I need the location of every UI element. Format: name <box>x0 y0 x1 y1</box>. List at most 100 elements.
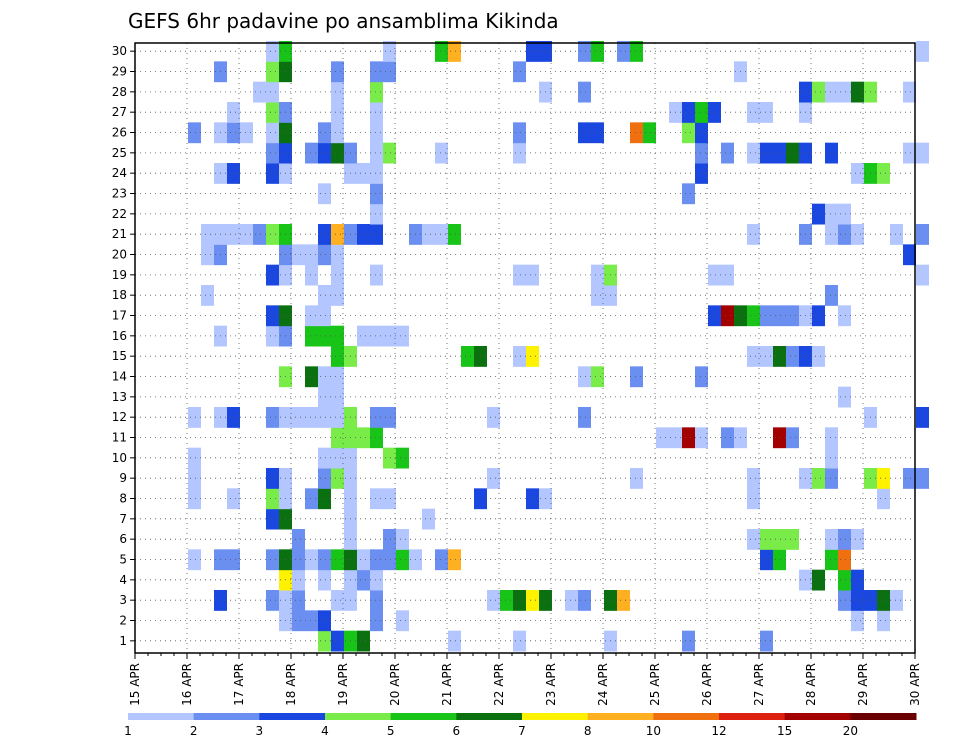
precip-cell <box>487 468 500 489</box>
precip-cell <box>383 529 396 550</box>
colorbar-label: 7 <box>518 724 526 738</box>
precip-cell <box>318 549 331 571</box>
precip-cell <box>903 468 916 489</box>
y-tick-label: 5 <box>119 553 127 567</box>
precip-cell <box>396 447 409 469</box>
precip-cell <box>877 468 890 489</box>
y-tick-label: 20 <box>112 248 127 262</box>
y-tick-label: 4 <box>119 573 127 587</box>
precip-cell <box>188 549 201 571</box>
precip-cell <box>786 346 799 367</box>
y-tick-label: 22 <box>112 207 127 221</box>
precip-cell <box>773 305 786 327</box>
precip-cell <box>188 122 201 144</box>
precip-cell <box>331 81 344 103</box>
precip-cell <box>747 529 760 550</box>
precip-cell <box>877 590 890 611</box>
precip-cell <box>266 468 279 489</box>
precip-cell <box>825 142 838 164</box>
precip-cell <box>305 610 318 632</box>
precip-cell <box>422 508 435 530</box>
x-tick-label: 16 APR <box>180 663 194 706</box>
precip-cell <box>760 630 773 652</box>
colorbar-swatch <box>653 713 720 720</box>
precip-cell <box>292 529 305 550</box>
precip-cell <box>331 427 344 449</box>
precip-cell <box>448 549 461 571</box>
precip-cell <box>916 468 929 489</box>
x-tick-label: 29 APR <box>856 663 870 706</box>
precip-cell <box>448 41 461 62</box>
precip-cell <box>318 468 331 489</box>
precip-cell <box>318 183 331 205</box>
precip-cell <box>708 264 721 286</box>
precip-cell <box>370 407 383 428</box>
precip-cell <box>786 427 799 449</box>
precip-cell <box>266 325 279 347</box>
precip-cell <box>292 407 305 428</box>
precip-cell <box>318 122 331 144</box>
precip-cell <box>318 142 331 164</box>
precip-cell <box>916 224 929 245</box>
precip-cell <box>513 142 526 164</box>
precip-cell <box>513 630 526 652</box>
precip-cell <box>318 244 331 266</box>
y-axis: 1234567891011121314151617181920212223242… <box>112 44 135 648</box>
x-tick-label: 26 APR <box>700 663 714 706</box>
precip-cell <box>331 61 344 83</box>
y-tick-label: 26 <box>112 126 127 140</box>
precip-cell <box>188 447 201 469</box>
colorbar-swatch <box>850 713 917 720</box>
colorbar-label: 20 <box>843 724 858 738</box>
colorbar-label: 3 <box>256 724 264 738</box>
precip-cell <box>318 610 331 632</box>
precip-cell <box>370 224 383 245</box>
precip-cell <box>578 590 591 611</box>
precip-cell <box>331 407 344 428</box>
precip-cell <box>435 142 448 164</box>
precip-cell <box>851 529 864 550</box>
precip-cell <box>266 41 279 62</box>
precip-cell <box>383 549 396 571</box>
precip-cell <box>396 610 409 632</box>
precip-cell <box>370 325 383 347</box>
precip-cell <box>825 549 838 571</box>
precip-cell <box>370 61 383 83</box>
precip-cell <box>773 427 786 449</box>
precip-cell <box>695 102 708 123</box>
grid-lines <box>135 43 915 653</box>
precip-cell <box>266 81 279 103</box>
precip-cell <box>812 203 825 225</box>
y-tick-label: 21 <box>112 227 127 241</box>
precip-cell <box>721 305 734 327</box>
precip-cell <box>370 163 383 184</box>
x-tick-label: 27 APR <box>752 663 766 706</box>
precip-cell <box>682 630 695 652</box>
precip-cell <box>318 488 331 510</box>
precip-cell <box>760 346 773 367</box>
precip-cell <box>331 325 344 347</box>
precip-cell <box>318 366 331 388</box>
precip-cell <box>292 569 305 591</box>
precip-cell <box>851 163 864 184</box>
precip-cell <box>708 102 721 123</box>
colorbar-swatch <box>456 713 523 720</box>
precip-cell <box>331 366 344 388</box>
y-tick-label: 12 <box>112 410 127 424</box>
precip-cell <box>578 81 591 103</box>
precip-cell <box>357 549 370 571</box>
precip-cell <box>695 163 708 184</box>
precip-cell <box>500 590 513 611</box>
precip-cell <box>331 102 344 123</box>
precip-cell <box>747 488 760 510</box>
precip-cell <box>838 569 851 591</box>
precip-cell <box>565 590 578 611</box>
precip-cell <box>838 224 851 245</box>
precip-cell <box>318 407 331 428</box>
precip-cell <box>305 549 318 571</box>
precip-cell <box>383 142 396 164</box>
precip-cell <box>825 447 838 469</box>
precip-cell <box>760 142 773 164</box>
precip-cell <box>591 366 604 388</box>
precip-cell <box>318 325 331 347</box>
